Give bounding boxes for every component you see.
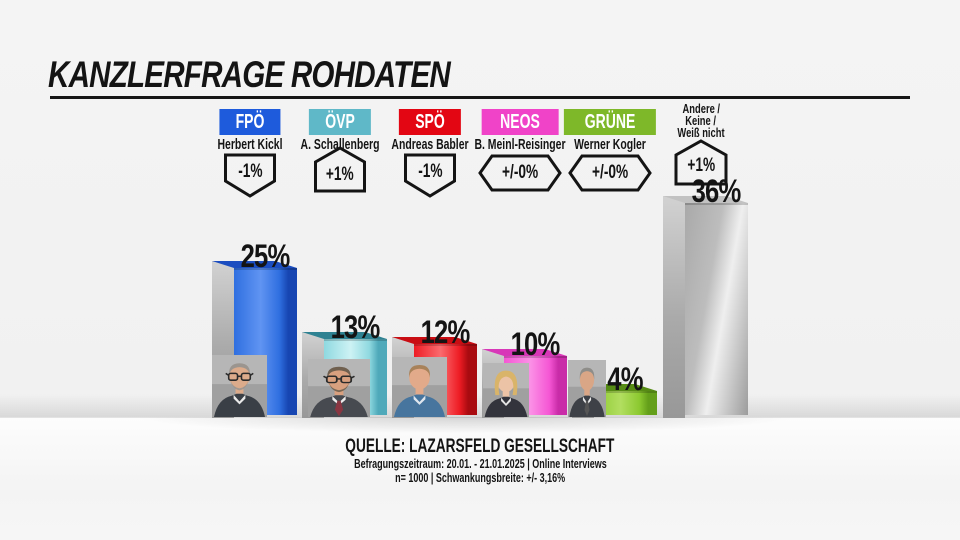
page-title: KANZLERFRAGE ROHDATEN bbox=[48, 54, 451, 95]
change-value: -1% bbox=[413, 161, 447, 183]
change-value: +1% bbox=[321, 164, 360, 186]
change-value: +/-0% bbox=[495, 162, 545, 184]
bars-ground-shadow bbox=[140, 417, 790, 433]
candidate-photo-neos bbox=[483, 363, 529, 417]
title-underline bbox=[50, 96, 910, 99]
change-value-text: -1% bbox=[237, 160, 263, 182]
bar-value-text: 10% bbox=[510, 326, 561, 362]
candidate-photo-fpoe bbox=[212, 355, 267, 417]
change-value: +1% bbox=[682, 155, 721, 177]
party-label-box-neos: NEOS bbox=[481, 109, 559, 135]
candidate-name-text: Werner Kogler bbox=[574, 137, 646, 153]
bar-value-text: 12% bbox=[420, 314, 471, 350]
party-label-text: ÖVP bbox=[325, 110, 355, 133]
candidate-name-text: Herbert Kickl bbox=[217, 137, 283, 153]
candidate-name-gruene: Werner Kogler bbox=[560, 137, 660, 153]
party-label-text: Weiß nicht bbox=[677, 125, 725, 140]
bar-value-spoe: 12% bbox=[414, 316, 475, 348]
candidate-photo-gruene bbox=[568, 360, 606, 417]
change-badge-gruene: +/-0% bbox=[568, 154, 652, 192]
bar-value-text: 13% bbox=[330, 309, 381, 345]
candidate-name-spoe: Andreas Babler bbox=[376, 137, 483, 153]
candidate-name-text: B. Meinl-Reisinger bbox=[474, 137, 566, 153]
bar-side-face bbox=[663, 196, 685, 418]
change-badge-oevp: +1% bbox=[314, 146, 367, 193]
bar-value-gruene: 4% bbox=[603, 363, 647, 395]
change-value-text: -1% bbox=[417, 160, 443, 182]
candidate-name-text: Andreas Babler bbox=[391, 137, 469, 153]
change-value-text: +/-0% bbox=[501, 162, 539, 183]
party-label-line: Weiß nicht bbox=[668, 125, 733, 140]
bar-top-face bbox=[482, 349, 567, 356]
party-label-text: Keine / bbox=[685, 113, 717, 128]
bar-value-fpoe: 25% bbox=[234, 240, 295, 272]
party-label-text: FPÖ bbox=[235, 110, 265, 133]
floor-shadow-band bbox=[0, 394, 960, 417]
source-line-3: n= 1000 | Schwankungsbreite: +/- 3,16% bbox=[394, 471, 566, 485]
change-badge-andere: +1% bbox=[674, 139, 728, 186]
change-value-text: +1% bbox=[326, 163, 354, 185]
change-value-text: +1% bbox=[687, 154, 715, 176]
bar-value-text: 36% bbox=[691, 173, 742, 209]
candidate-name-neos: B. Meinl-Reisinger bbox=[457, 137, 584, 153]
party-label-box-oevp: ÖVP bbox=[308, 109, 372, 135]
arrow-down-badge-icon bbox=[404, 153, 456, 198]
candidate-name-fpoe: Herbert Kickl bbox=[205, 137, 295, 153]
party-label-box-gruene: GRÜNE bbox=[563, 109, 657, 135]
change-value-text: +/-0% bbox=[591, 162, 629, 183]
change-badge-fpoe: -1% bbox=[224, 153, 277, 198]
hexagon-badge-icon bbox=[568, 154, 652, 192]
party-label-text: SPÖ bbox=[415, 110, 445, 133]
change-value: +/-0% bbox=[585, 162, 635, 184]
change-badge-neos: +/-0% bbox=[478, 154, 562, 192]
candidate-photo-oevp bbox=[308, 359, 370, 417]
party-label-text: GRÜNE bbox=[584, 110, 636, 133]
change-badge-spoe: -1% bbox=[404, 153, 457, 198]
bar-top-face bbox=[392, 337, 477, 344]
candidate-name-oevp: A. Schallenberg bbox=[285, 137, 395, 153]
hexagon-badge-icon bbox=[478, 154, 562, 192]
bar-top-face bbox=[212, 261, 297, 268]
bar-top-face bbox=[572, 384, 657, 391]
bar-top-face bbox=[302, 332, 387, 339]
party-label-text: Andere / bbox=[682, 101, 720, 116]
floor bbox=[0, 417, 960, 540]
party-label-text: NEOS bbox=[500, 110, 540, 133]
bar-top-face bbox=[663, 196, 748, 203]
source-line-1: QUELLE: LAZARSFELD GESELLSCHAFT bbox=[345, 436, 615, 457]
bar-value-text: 25% bbox=[240, 238, 291, 274]
bar-value-oevp: 13% bbox=[324, 311, 385, 343]
bar-value-neos: 10% bbox=[504, 328, 565, 360]
arrow-up-badge-icon bbox=[674, 139, 728, 186]
bar-value-text: 4% bbox=[607, 361, 643, 397]
party-label-box-fpoe: FPÖ bbox=[219, 109, 281, 135]
bar-andere bbox=[663, 196, 748, 418]
bar-value-andere: 36% bbox=[685, 175, 746, 207]
arrow-up-badge-icon bbox=[314, 146, 366, 193]
arrow-down-badge-icon bbox=[224, 153, 276, 198]
source-line-2: Befragungszeitraum: 20.01. - 21.01.2025 … bbox=[353, 457, 607, 471]
party-label-andere: Andere / Keine / Weiß nicht bbox=[668, 101, 733, 140]
change-value: -1% bbox=[233, 161, 267, 183]
candidate-photo-spoe bbox=[392, 357, 447, 417]
party-label-line: Keine / bbox=[668, 113, 733, 128]
party-label-box-spoe: SPÖ bbox=[398, 109, 462, 135]
candidate-name-text: A. Schallenberg bbox=[300, 137, 380, 153]
party-label-line: Andere / bbox=[668, 101, 733, 116]
bar-front-face bbox=[685, 203, 748, 415]
